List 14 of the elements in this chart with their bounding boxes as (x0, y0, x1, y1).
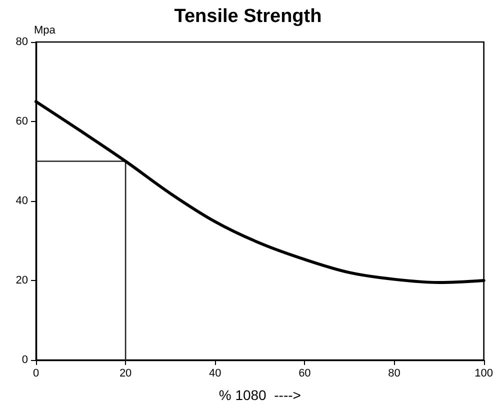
x-tick-label: 100 (474, 368, 494, 380)
y-tick-label: 20 (16, 274, 28, 286)
x-tick-label: 60 (298, 368, 311, 380)
y-tick-label: 80 (16, 36, 28, 48)
y-tick-label: 40 (16, 195, 28, 207)
x-tick-label: 80 (388, 368, 400, 380)
x-tick-label: 0 (32, 368, 40, 380)
y-tick-label: 0 (22, 354, 28, 366)
x-axis-title: % 1080 ----> (218, 387, 301, 403)
y-axis-title: Mpa (34, 24, 56, 36)
x-tick-label: 40 (209, 368, 222, 380)
y-tick-label: 60 (16, 116, 28, 128)
x-tick-label: 20 (119, 368, 132, 380)
chart-title: Tensile Strength (174, 6, 322, 27)
